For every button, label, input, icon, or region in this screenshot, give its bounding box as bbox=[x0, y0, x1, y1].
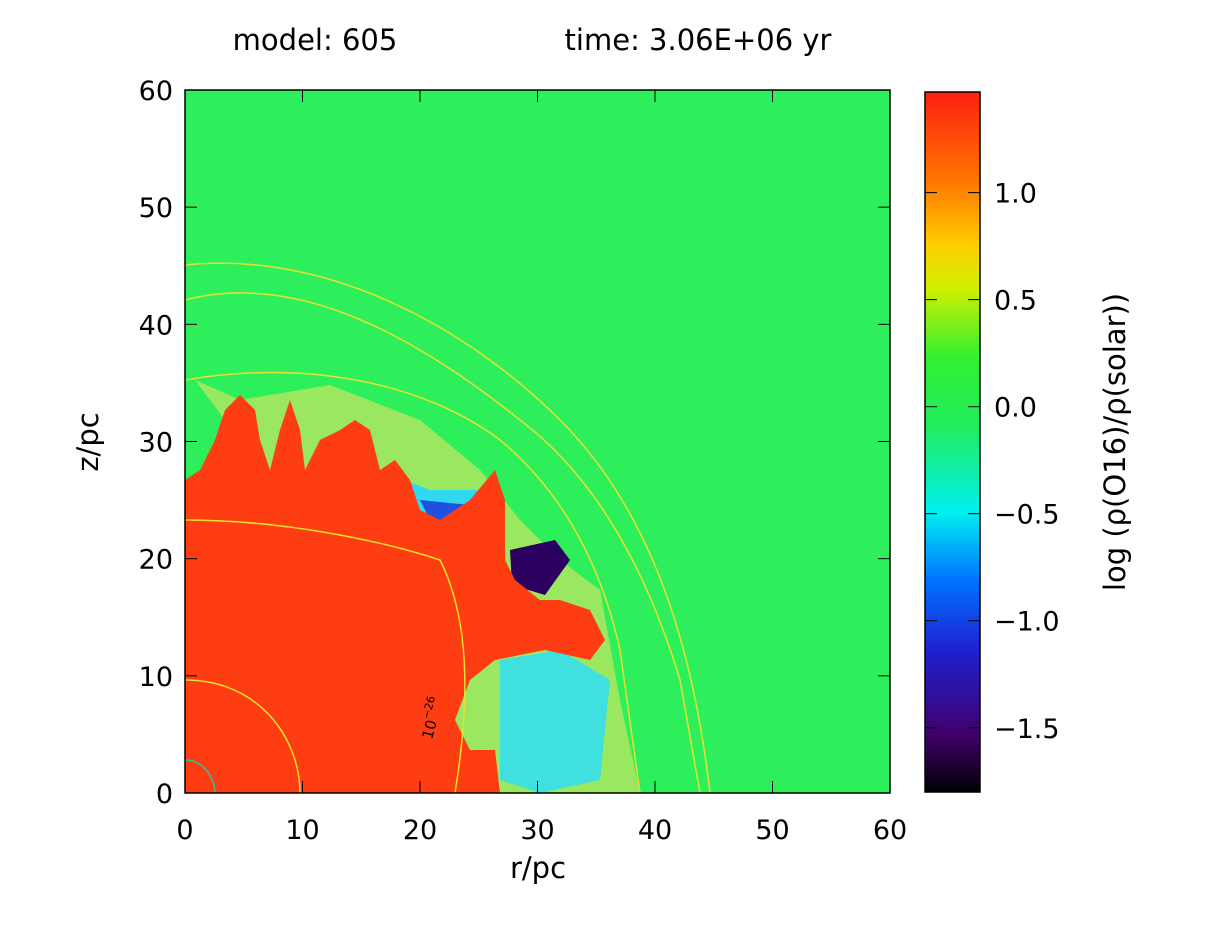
x-tick-label: 60 bbox=[873, 815, 907, 846]
x-tick-label: 50 bbox=[755, 815, 789, 846]
model-label: model: 605 bbox=[233, 23, 398, 57]
y-tick-label: 60 bbox=[139, 76, 173, 107]
colorbar-tick-label: 0.0 bbox=[994, 393, 1037, 424]
colorbar-tick-label: 0.5 bbox=[994, 286, 1037, 317]
colorbar-tick-label: −0.5 bbox=[994, 500, 1060, 531]
y-tick-label: 40 bbox=[139, 310, 173, 341]
colorbar-tick-label: 1.0 bbox=[994, 179, 1037, 210]
x-axis-label: r/pc bbox=[510, 851, 566, 885]
colorbar-tick-label: −1.5 bbox=[994, 714, 1060, 745]
x-tick-label: 30 bbox=[520, 815, 554, 846]
colorbar-tick-label: −1.0 bbox=[994, 607, 1060, 638]
x-tick-label: 40 bbox=[638, 815, 672, 846]
colorbar-label: log (ρ(O16)/ρ(solar)) bbox=[1098, 293, 1132, 591]
x-tick-label: 10 bbox=[285, 815, 319, 846]
y-tick-label: 30 bbox=[139, 428, 173, 459]
y-tick-label: 20 bbox=[139, 545, 173, 576]
contour-label: 10−26 bbox=[415, 694, 447, 741]
y-tick-label: 0 bbox=[156, 779, 173, 810]
contour-label-base: 10 bbox=[418, 718, 440, 741]
y-tick-label: 50 bbox=[139, 193, 173, 224]
x-tick-label: 0 bbox=[176, 815, 193, 846]
y-tick-label: 10 bbox=[139, 662, 173, 693]
heatmap-field bbox=[185, 90, 890, 793]
time-label: time: 3.06E+06 yr bbox=[565, 23, 832, 57]
y-axis-label: z/pc bbox=[71, 412, 105, 471]
colorbar bbox=[925, 92, 980, 792]
colorbar-frame bbox=[924, 91, 981, 793]
contour-label-exponent: −26 bbox=[420, 694, 439, 720]
x-tick-label: 20 bbox=[403, 815, 437, 846]
